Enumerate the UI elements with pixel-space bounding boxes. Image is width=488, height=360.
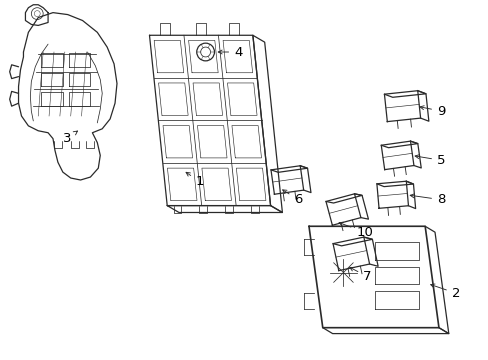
Text: 3: 3 xyxy=(63,131,78,145)
Text: 6: 6 xyxy=(282,190,302,206)
Text: 5: 5 xyxy=(414,154,445,167)
Text: 9: 9 xyxy=(419,105,445,118)
Text: 10: 10 xyxy=(339,222,372,239)
Text: 1: 1 xyxy=(186,172,204,189)
Text: 2: 2 xyxy=(430,284,459,300)
Text: 7: 7 xyxy=(349,267,371,283)
Text: 4: 4 xyxy=(218,45,242,59)
Text: 8: 8 xyxy=(409,193,445,206)
